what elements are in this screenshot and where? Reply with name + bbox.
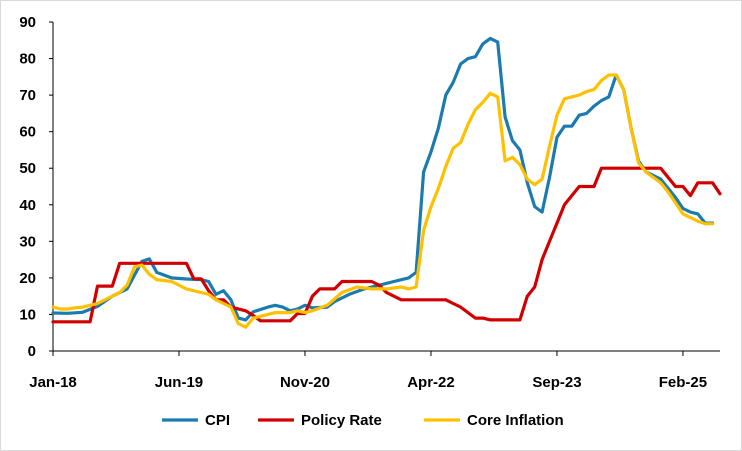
x-tick-label: Feb-25 xyxy=(659,374,707,391)
y-axis-ticks: 0 10 20 30 40 50 60 70 80 90 xyxy=(19,14,53,360)
y-tick-label: 40 xyxy=(19,197,36,214)
y-tick-label: 90 xyxy=(19,14,36,31)
y-tick-label: 60 xyxy=(19,124,36,141)
legend-label-policy-rate: Policy Rate xyxy=(301,412,382,429)
y-tick-label: 30 xyxy=(19,233,36,250)
axes xyxy=(52,22,720,352)
x-tick-label: Jan-18 xyxy=(29,374,77,391)
y-tick-label: 10 xyxy=(19,306,36,323)
legend: CPI Policy Rate Core Inflation xyxy=(162,412,564,429)
y-tick-label: 20 xyxy=(19,270,36,287)
series-line-policy-rate xyxy=(51,166,722,324)
x-tick-label: Sep-23 xyxy=(532,374,581,391)
x-axis-ticks: Jan-18 Jun-19 Nov-20 Apr-22 Sep-23 Feb-25 xyxy=(29,351,707,391)
x-tick-label: Apr-22 xyxy=(407,374,455,391)
y-tick-label: 0 xyxy=(28,343,36,360)
x-tick-label: Nov-20 xyxy=(280,374,330,391)
legend-label-core-inflation: Core Inflation xyxy=(467,412,564,429)
legend-label-cpi: CPI xyxy=(205,412,230,429)
y-tick-label: 70 xyxy=(19,87,36,104)
series-lines xyxy=(51,36,722,329)
series-line-core-inflation xyxy=(51,73,715,329)
y-tick-label: 80 xyxy=(19,51,36,68)
y-tick-label: 50 xyxy=(19,160,36,177)
x-tick-label: Jun-19 xyxy=(155,374,203,391)
